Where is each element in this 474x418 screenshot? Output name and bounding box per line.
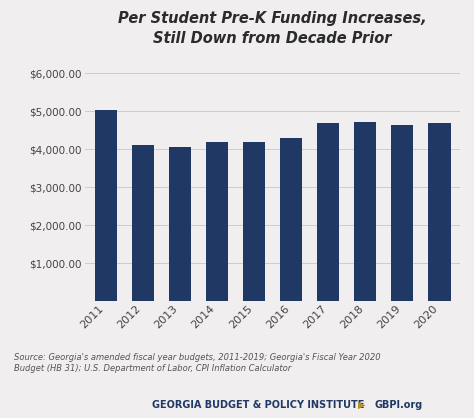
Bar [243, 142, 265, 301]
Text: GBPI.org: GBPI.org [374, 400, 423, 410]
Bar [428, 122, 450, 301]
Bar [354, 122, 376, 301]
Bar [132, 145, 154, 301]
Bar [169, 147, 191, 301]
Text: GEORGIA BUDGET & POLICY INSTITUTE: GEORGIA BUDGET & POLICY INSTITUTE [152, 400, 364, 410]
Bar [391, 125, 413, 301]
Bar [280, 138, 302, 301]
Bar [206, 142, 228, 301]
Text: ▶: ▶ [358, 400, 365, 410]
Bar [317, 122, 339, 301]
Text: Source: Georgia's amended fiscal year budgets, 2011-2019; Georgia's Fiscal Year : Source: Georgia's amended fiscal year bu… [14, 353, 381, 372]
Bar [95, 110, 117, 301]
Title: Per Student Pre-K Funding Increases,
Still Down from Decade Prior: Per Student Pre-K Funding Increases, Sti… [118, 11, 427, 46]
